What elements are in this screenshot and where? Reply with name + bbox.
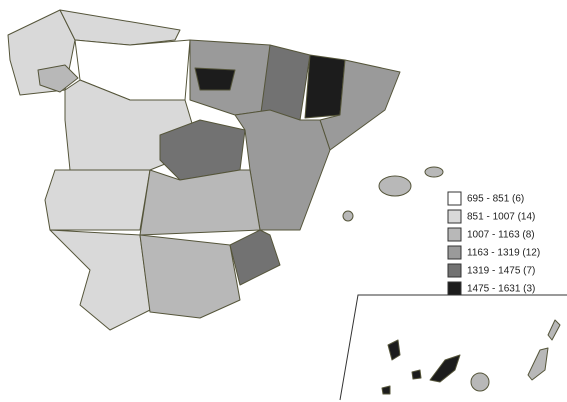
legend-label: 1163 - 1319 (12) — [467, 248, 540, 259]
province — [378, 175, 412, 197]
province — [470, 372, 490, 392]
province — [44, 169, 151, 231]
province — [139, 234, 241, 319]
legend-label: 695 - 851 (6) — [467, 194, 524, 205]
legend: 695 - 851 (6) 851 - 1007 (14) 1007 - 1163 … — [447, 191, 540, 296]
province — [304, 54, 346, 119]
inset-frame — [339, 294, 567, 401]
provinces — [7, 9, 561, 395]
legend-swatch — [447, 209, 462, 224]
province — [429, 354, 461, 383]
legend-swatch — [447, 227, 462, 242]
province — [342, 210, 354, 222]
province — [381, 385, 391, 395]
province — [139, 169, 261, 236]
province — [387, 339, 401, 361]
legend-swatch — [447, 191, 462, 206]
legend-label: 851 - 1007 (14) — [467, 212, 535, 223]
province — [37, 64, 79, 93]
province — [49, 229, 151, 331]
province — [424, 166, 444, 178]
legend-label: 1007 - 1163 (8) — [467, 230, 535, 241]
province — [411, 369, 422, 380]
province — [234, 109, 331, 231]
province — [547, 319, 561, 341]
legend-label: 1475 - 1631 (3) — [467, 284, 535, 295]
legend-swatch — [447, 245, 462, 260]
province — [59, 9, 181, 46]
province — [194, 67, 236, 91]
province — [229, 229, 281, 286]
legend-swatch — [447, 281, 462, 296]
province — [527, 347, 549, 381]
legend-label: 1319 - 1475 (7) — [467, 266, 535, 277]
legend-swatch — [447, 263, 462, 278]
